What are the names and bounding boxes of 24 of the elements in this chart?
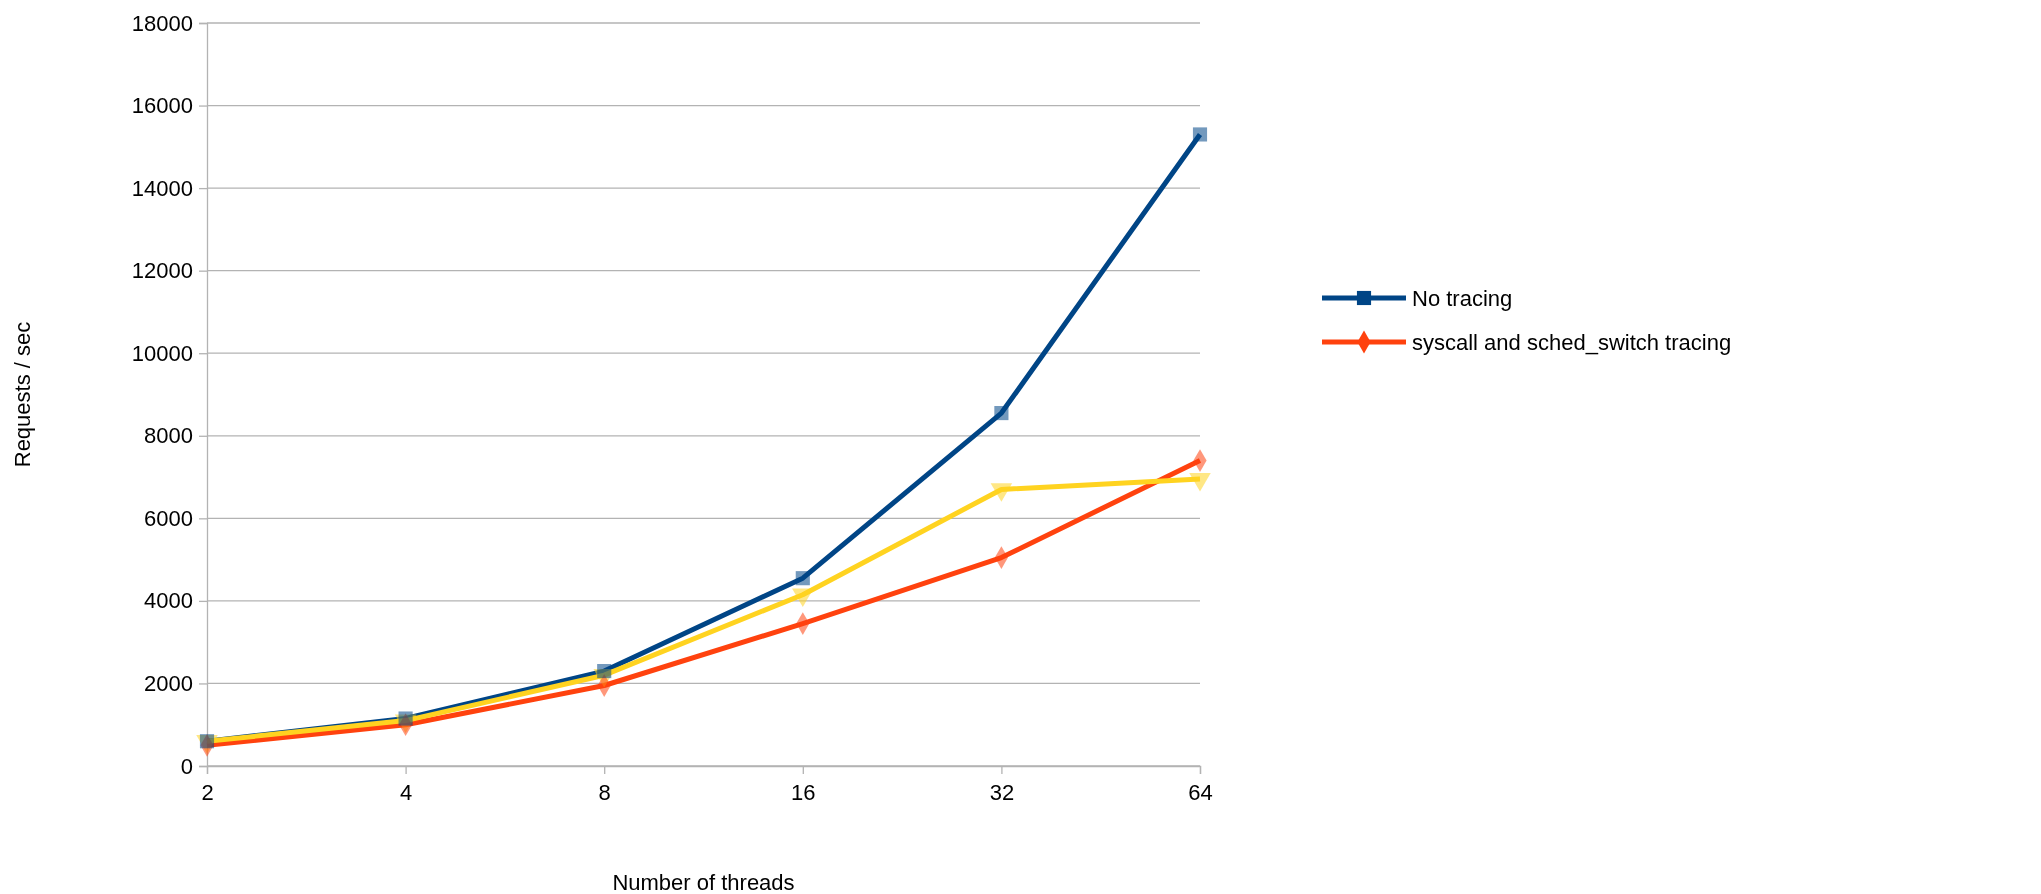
y-axis-title: Requests / sec	[10, 321, 35, 468]
x-tick-label: 8	[598, 779, 611, 805]
point	[1192, 127, 1208, 142]
x-tick-label: 2	[201, 779, 214, 805]
legend-label: syscall and sched_switch tracing	[1412, 330, 1732, 355]
y-tick-label: 6000	[144, 505, 193, 531]
x-axis-title: Number of threads	[612, 870, 795, 894]
legend-label: No tracing	[1412, 286, 1513, 311]
y-tick-label: 4000	[144, 588, 193, 614]
y-tick-label: 0	[180, 753, 193, 779]
point	[597, 663, 612, 679]
y-tick-label: 16000	[131, 93, 193, 119]
y-tick-label: 8000	[144, 423, 193, 449]
y-tick-label: 12000	[131, 258, 193, 284]
y-tick-label: 2000	[144, 670, 193, 696]
x-tick-label: 64	[1188, 779, 1213, 805]
point	[994, 406, 1009, 421]
y-tick-label: 10000	[131, 340, 193, 366]
y-tick-label: 18000	[131, 10, 193, 36]
y-tick-label: 14000	[131, 175, 193, 201]
x-tick-label: 4	[399, 779, 413, 805]
point	[795, 571, 810, 586]
x-tick-label: 16	[791, 779, 816, 805]
x-tick-label: 32	[989, 779, 1015, 805]
